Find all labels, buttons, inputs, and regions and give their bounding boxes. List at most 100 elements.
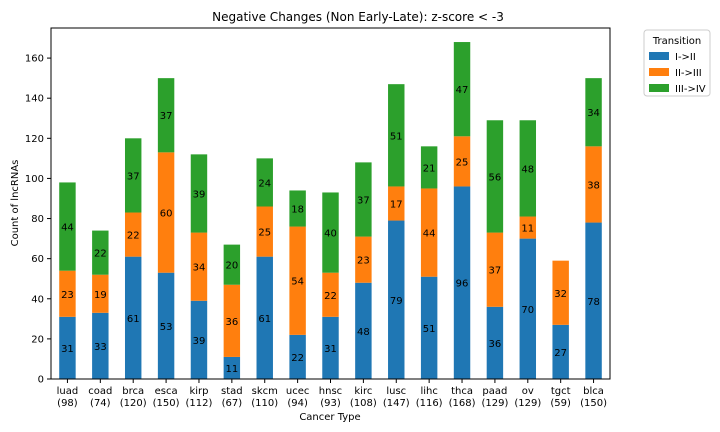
data-label: 61 <box>127 314 140 325</box>
bar-stad-series-2 <box>223 284 241 357</box>
x-tick-label: skcm <box>252 386 278 397</box>
data-label: 60 <box>160 209 173 220</box>
bar-lusc-series-3 <box>388 84 405 187</box>
bar-ov-series-3 <box>519 120 537 217</box>
x-tick-label-total: (59) <box>550 398 571 409</box>
data-label: 11 <box>521 224 534 235</box>
data-label: 21 <box>423 163 436 174</box>
bar-blca-series-2 <box>585 146 602 223</box>
data-label: 37 <box>357 195 370 206</box>
data-label: 33 <box>94 342 107 353</box>
data-label: 22 <box>127 231 140 242</box>
bar-lihc-series-3 <box>420 146 438 189</box>
data-label: 22 <box>94 249 107 260</box>
x-axis: luad(98)coad(74)brca(120)esca(150)kirp(1… <box>57 379 607 409</box>
x-tick-label-total: (74) <box>90 398 111 409</box>
data-label: 22 <box>324 291 337 302</box>
data-label: 37 <box>160 111 173 122</box>
x-tick-label: luad <box>57 386 79 397</box>
x-tick-label: lusc <box>386 386 406 397</box>
bar-ov-series-1 <box>519 238 537 379</box>
bar-lihc-series-1 <box>420 276 438 379</box>
x-tick-label-total: (150) <box>153 398 180 409</box>
legend-label: I->II <box>675 52 696 63</box>
legend-label: III->IV <box>675 84 706 95</box>
x-tick-label: blca <box>583 386 604 397</box>
x-tick-label-total: (120) <box>120 398 147 409</box>
bar-paad-series-2 <box>486 232 504 307</box>
x-tick-label: lihc <box>420 386 437 397</box>
bar-coad-series-2 <box>92 274 109 313</box>
x-tick-label-total: (98) <box>57 398 78 409</box>
data-label: 34 <box>193 263 206 274</box>
data-label: 32 <box>554 289 567 300</box>
legend-swatch <box>649 52 669 60</box>
y-axis-label: Count of lncRNAs <box>10 160 21 247</box>
y-tick-label: 40 <box>31 294 44 305</box>
x-tick-label-total: (108) <box>350 398 377 409</box>
data-label: 20 <box>225 261 238 272</box>
data-label: 39 <box>193 336 206 347</box>
x-tick-label-total: (129) <box>481 398 508 409</box>
x-tick-label: kirp <box>189 386 208 397</box>
bar-skcm-series-3 <box>256 158 273 207</box>
data-label: 51 <box>423 324 436 335</box>
data-label: 19 <box>94 290 107 301</box>
legend-box <box>643 29 711 97</box>
legend-label: II->III <box>675 68 702 79</box>
data-label: 61 <box>258 314 271 325</box>
x-tick-label-total: (112) <box>186 398 213 409</box>
bar-luad-series-3 <box>59 182 76 271</box>
data-label: 40 <box>324 229 337 240</box>
bar-lusc-series-2 <box>388 186 405 221</box>
x-tick-label-total: (93) <box>320 398 341 409</box>
x-tick-label: coad <box>88 386 112 397</box>
data-label: 48 <box>521 164 534 175</box>
data-label: 31 <box>61 344 74 355</box>
bar-skcm-series-1 <box>256 256 273 379</box>
data-label: 17 <box>390 200 403 211</box>
bar-skcm-series-2 <box>256 206 273 257</box>
data-label: 18 <box>291 205 304 216</box>
bar-kirp-series-2 <box>190 232 208 301</box>
x-tick-label-total: (67) <box>222 398 243 409</box>
data-label: 31 <box>324 344 337 355</box>
bar-paad-series-1 <box>486 306 504 379</box>
data-label: 78 <box>587 297 600 308</box>
x-tick-label: hnsc <box>319 386 342 397</box>
plot-area: 31 23 44 33 19 22 61 22 37 53 60 37 39 34 39 11 36 20 61 25… <box>50 27 611 380</box>
chart-title: Negative Changes (Non Early-Late): z-sco… <box>212 10 504 24</box>
legend: Transition I->II II->III III->IV <box>643 29 711 97</box>
data-label: 22 <box>291 353 304 364</box>
data-label: 24 <box>258 178 271 189</box>
bar-thca-series-2 <box>453 136 471 187</box>
x-tick-label: esca <box>155 386 178 397</box>
x-tick-label: brca <box>122 386 144 397</box>
bar-hnsc-series-3 <box>322 192 339 273</box>
data-label: 96 <box>456 279 469 290</box>
legend-title: Transition <box>652 36 701 47</box>
bar-kirc-series-2 <box>355 236 372 283</box>
y-tick-label: 20 <box>31 334 44 345</box>
bar-kirp-series-1 <box>190 300 208 379</box>
data-label: 27 <box>554 348 567 359</box>
data-label: 23 <box>357 256 370 267</box>
bar-esca-series-3 <box>157 78 175 153</box>
data-label: 36 <box>225 317 238 328</box>
x-tick-label: thca <box>451 386 473 397</box>
x-tick-label-total: (110) <box>251 398 278 409</box>
x-tick-label-total: (116) <box>416 398 443 409</box>
bar-tgct-series-1 <box>552 324 569 379</box>
data-label: 25 <box>456 157 469 168</box>
y-tick-label: 80 <box>31 214 44 225</box>
x-tick-label-total: (147) <box>383 398 410 409</box>
data-label: 25 <box>258 228 271 239</box>
y-axis: 0 20 40 60 80 100 120 140 160 <box>25 54 51 386</box>
y-tick-label: 120 <box>25 134 44 145</box>
bar-coad-series-3 <box>92 230 109 275</box>
bar-luad-series-2 <box>59 270 76 317</box>
x-tick-label: ucec <box>286 386 310 397</box>
bar-hnsc-series-1 <box>322 316 339 379</box>
x-tick-label: stad <box>221 386 243 397</box>
bar-hnsc-series-2 <box>322 272 339 317</box>
